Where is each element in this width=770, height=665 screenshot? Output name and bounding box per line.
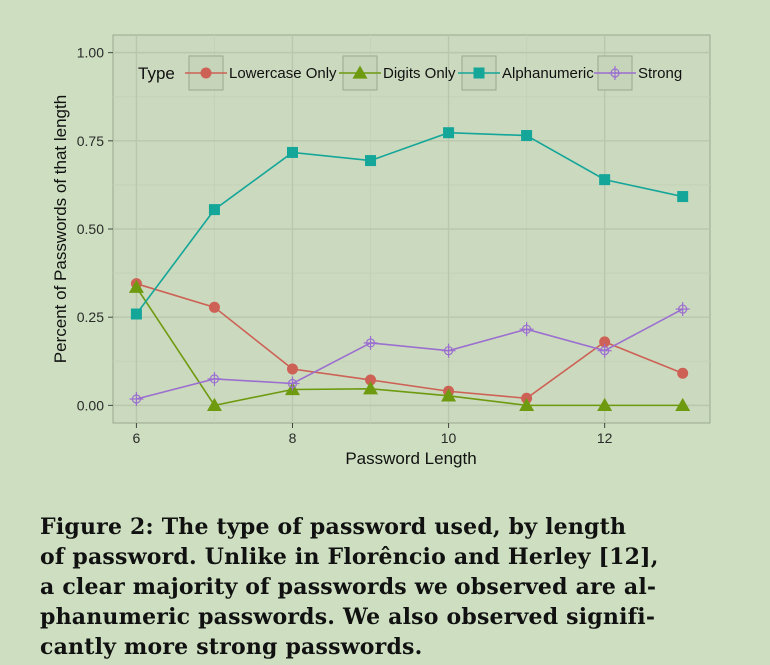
data-point-lowercase-only: [286, 363, 298, 375]
x-tick-label: 10: [441, 430, 457, 446]
caption-line-1: Figure 2: The type of password used, by …: [40, 512, 720, 542]
data-point-alphanumeric: [208, 204, 220, 216]
line-chart: 0.00 0.25 0.50 0.75 1.00 6 8 10 12 Type Lowercase…: [51, 34, 711, 468]
data-point-digits-only: [206, 397, 222, 411]
data-point-digits-only: [363, 381, 379, 395]
y-tick-label: 0.00: [77, 397, 104, 413]
caption-line-2: of password. Unlike in Florêncio and Her…: [40, 544, 659, 570]
x-tick-label: 6: [133, 430, 141, 446]
data-point-digits-only: [519, 397, 535, 411]
data-point-alphanumeric: [130, 308, 142, 320]
grid-lines: [113, 35, 710, 423]
legend-key-marker-strong: [608, 66, 622, 80]
series-line-lowercase-only: [136, 282, 683, 400]
x-axis-title: Password Length: [345, 449, 476, 468]
y-axis-title: Percent of Passwords of that length: [51, 95, 70, 363]
legend-key-marker-alphanumeric: [473, 67, 485, 79]
legend-label-lowercase-only: Lowercase Only: [229, 65, 337, 82]
data-point-digits-only: [597, 397, 613, 411]
series-line-alphanumeric: [135, 131, 683, 315]
series-line-digits-only: [135, 286, 683, 407]
data-point-lowercase-only: [208, 301, 220, 313]
series-layer: [128, 127, 691, 411]
data-point-strong: [597, 343, 612, 358]
legend-title: Type: [138, 64, 175, 83]
series-digits-only: [128, 279, 691, 411]
caption-line-3: a clear majority of passwords we observe…: [40, 574, 657, 600]
x-tick-label: 8: [289, 430, 297, 446]
data-point-digits-only: [675, 397, 691, 411]
data-point-strong: [285, 376, 300, 391]
y-tick-label: 1.00: [77, 45, 104, 61]
series-alphanumeric: [130, 127, 689, 320]
caption-text-1: The type of password used, by length: [161, 514, 627, 540]
data-point-alphanumeric: [521, 130, 533, 142]
caption-label: Figure 2:: [40, 514, 154, 540]
data-point-strong: [129, 392, 144, 407]
caption-line-5: cantly more strong passwords.: [40, 634, 423, 660]
data-point-strong: [207, 371, 222, 386]
series-strong: [129, 302, 690, 407]
data-point-alphanumeric: [365, 155, 377, 167]
x-tick-label: 12: [597, 430, 613, 446]
caption-line-4: phanumeric passwords. We also observed s…: [40, 604, 656, 630]
legend-key-marker-digits-only: [352, 65, 368, 79]
data-point-strong: [519, 322, 534, 337]
data-point-strong: [675, 302, 690, 317]
data-point-alphanumeric: [677, 191, 689, 203]
legend-key-marker-lowercase-only: [200, 67, 212, 79]
data-point-digits-only: [441, 388, 457, 402]
legend-label-digits-only: Digits Only: [383, 65, 456, 82]
data-point-alphanumeric: [599, 174, 611, 186]
y-tick-label: 0.25: [77, 309, 104, 325]
data-point-strong: [363, 335, 378, 350]
data-point-lowercase-only: [677, 367, 689, 379]
data-point-lowercase-only: [365, 374, 377, 386]
figure-caption: Figure 2: The type of password used, by …: [40, 512, 720, 662]
legend-label-alphanumeric: Alphanumeric: [502, 65, 594, 82]
series-line-strong: [136, 308, 684, 400]
legend: Type Lowercase Only Digits Only Alphanumeri…: [138, 55, 682, 91]
y-tick-label: 0.75: [77, 133, 104, 149]
axes: 0.00 0.25 0.50 0.75 1.00 6 8 10 12: [77, 45, 613, 446]
data-point-digits-only: [128, 279, 144, 293]
data-point-alphanumeric: [443, 127, 455, 139]
data-point-strong: [441, 343, 456, 358]
legend-label-strong: Strong: [638, 65, 682, 82]
data-point-lowercase-only: [599, 336, 611, 348]
y-tick-label: 0.50: [77, 221, 104, 237]
data-point-alphanumeric: [286, 146, 298, 158]
